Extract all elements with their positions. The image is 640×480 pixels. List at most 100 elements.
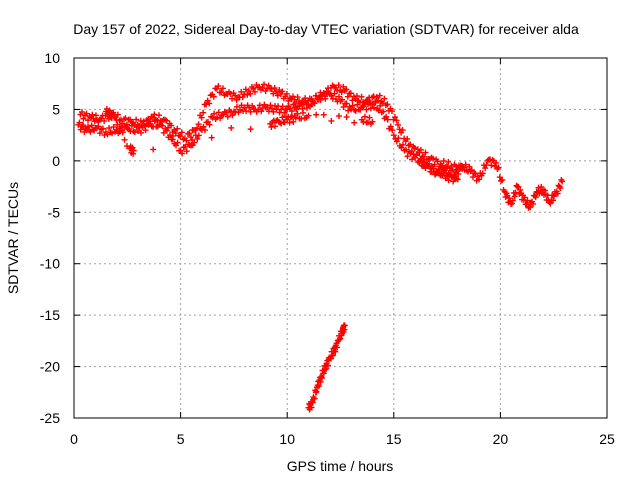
data-point: [361, 113, 368, 120]
data-point: [272, 123, 279, 130]
data-point: [145, 115, 152, 122]
data-point: [541, 187, 548, 194]
data-point: [437, 171, 444, 178]
data-point: [367, 99, 374, 106]
x-tick-label: 25: [599, 431, 615, 447]
data-point: [311, 100, 318, 107]
x-tick-label: 5: [177, 431, 185, 447]
data-point: [452, 163, 459, 170]
data-point: [380, 108, 387, 115]
x-tick-label: 20: [493, 431, 509, 447]
data-point: [243, 108, 250, 115]
data-point: [384, 101, 391, 108]
data-point: [206, 121, 213, 128]
data-point: [187, 134, 194, 141]
data-point: [349, 102, 356, 109]
y-tick-label: -5: [48, 204, 61, 220]
data-point: [88, 122, 95, 129]
data-point: [344, 93, 351, 100]
data-point: [335, 113, 342, 120]
data-point: [138, 129, 145, 136]
data-point: [547, 200, 554, 207]
data-point: [421, 158, 428, 165]
data-point: [321, 93, 328, 100]
data-point: [163, 127, 170, 134]
data-point: [246, 104, 253, 111]
data-point: [462, 161, 469, 168]
data-point: [352, 96, 359, 103]
data-point: [294, 110, 301, 117]
data-point: [270, 108, 277, 115]
data-point: [340, 103, 347, 110]
data-point: [467, 168, 474, 175]
data-point: [509, 197, 516, 204]
data-point: [411, 145, 418, 152]
data-point: [149, 114, 156, 121]
data-point: [258, 108, 265, 115]
data-point: [242, 86, 249, 93]
data-point: [77, 126, 84, 133]
data-point: [399, 141, 406, 148]
data-point: [409, 156, 416, 163]
data-point: [200, 123, 207, 130]
data-point: [338, 89, 345, 96]
data-point: [195, 121, 202, 128]
data-point: [495, 164, 502, 171]
data-point: [468, 166, 475, 173]
data-point: [227, 90, 234, 97]
data-point: [224, 113, 231, 120]
data-point: [389, 127, 396, 134]
data-point: [393, 138, 400, 145]
data-point: [155, 112, 162, 119]
data-point: [236, 106, 243, 113]
data-point: [347, 90, 354, 97]
data-point: [294, 94, 301, 101]
plot-frame: [73, 57, 608, 419]
data-point: [335, 93, 342, 100]
data-point: [445, 158, 452, 165]
data-point: [422, 149, 429, 156]
data-point: [341, 322, 348, 329]
data-point: [129, 144, 136, 151]
y-tick-label: -10: [40, 256, 60, 272]
data-point: [134, 128, 141, 135]
data-point: [499, 176, 506, 183]
data-point: [250, 85, 257, 92]
data-point: [284, 106, 291, 113]
data-point: [369, 118, 376, 125]
data-point: [247, 90, 254, 97]
data-point: [288, 108, 295, 115]
data-point: [160, 129, 167, 136]
data-point: [174, 125, 181, 132]
data-point: [512, 189, 519, 196]
data-point: [320, 370, 327, 377]
data-point: [203, 101, 210, 108]
data-point: [270, 90, 277, 97]
data-point: [239, 94, 246, 101]
x-tick-label: 0: [70, 431, 78, 447]
data-point: [332, 348, 339, 355]
data-point: [228, 124, 235, 131]
data-point: [233, 103, 240, 110]
data-point: [454, 176, 461, 183]
data-point: [186, 130, 193, 137]
data-point: [78, 108, 85, 115]
data-point: [198, 114, 205, 121]
data-point: [208, 134, 215, 141]
data-point: [291, 96, 298, 103]
data-point: [92, 112, 99, 119]
data-point: [179, 150, 186, 157]
data-point: [121, 136, 128, 143]
data-point: [337, 335, 344, 342]
data-point: [140, 118, 147, 125]
data-point: [399, 127, 406, 134]
y-tick-label: 0: [52, 153, 60, 169]
data-point: [408, 148, 415, 155]
data-point: [498, 177, 505, 184]
data-point: [521, 194, 528, 201]
x-tick-label: 15: [386, 431, 402, 447]
ticks: 0 5 10 15 20 25 10 5 0 -5 -10 -15 -20 -25: [40, 50, 615, 447]
data-point: [279, 114, 286, 121]
data-point: [455, 170, 462, 177]
data-point: [206, 100, 213, 107]
